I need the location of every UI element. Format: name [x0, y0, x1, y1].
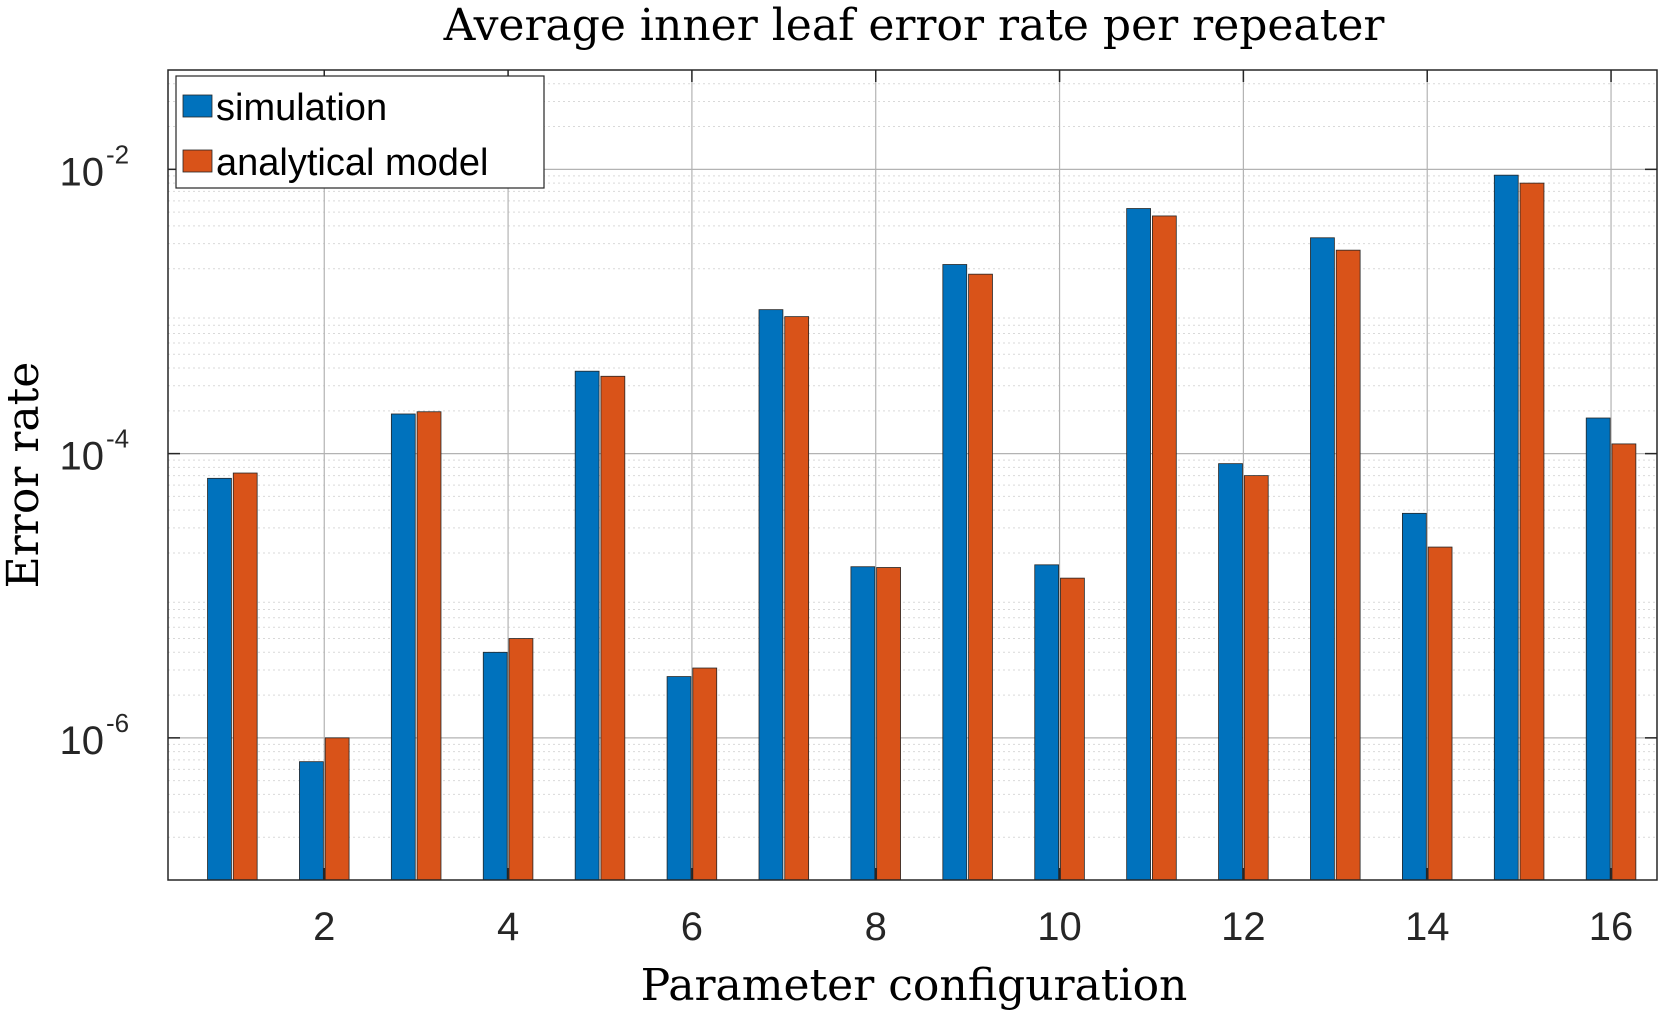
- bar-analytical-model-1: [232, 472, 258, 881]
- bar-analytical-model-9: [968, 273, 993, 881]
- y-tick-label-base: 10: [60, 435, 105, 479]
- bar-simulation-4: [482, 651, 508, 881]
- x-ticks: 2 4 6 8 10 12 14 16: [313, 70, 1633, 949]
- bar-simulation-9: [942, 264, 968, 881]
- bar-simulation-6: [666, 676, 692, 881]
- y-axis-label: Error rate: [0, 362, 49, 589]
- bar-analytical-model-2: [324, 737, 350, 881]
- x-axis-label: Parameter configuration: [641, 960, 1188, 1011]
- bar-analytical-model-8: [876, 567, 901, 881]
- y-tick-label-exponent: -2: [106, 139, 129, 169]
- bar-analytical-model-10: [1060, 577, 1085, 881]
- bar-simulation-7: [758, 309, 784, 881]
- bar-simulation-5: [574, 370, 600, 881]
- x-tick-label: 10: [1037, 905, 1082, 949]
- y-ticks: 10-610-410-2: [60, 139, 1657, 763]
- bar-simulation-8: [850, 566, 876, 881]
- bar-analytical-model-7: [784, 316, 810, 881]
- axes-box: [167, 69, 1658, 881]
- bar-simulation-15: [1493, 174, 1519, 881]
- legend-box: [175, 75, 545, 189]
- bar-simulation-11: [1126, 208, 1151, 881]
- bar-analytical-model-14: [1427, 546, 1453, 881]
- y-tick-label-exponent: -6: [106, 708, 129, 738]
- bar-analytical-model-4: [508, 638, 534, 881]
- bar-analytical-model-12: [1243, 475, 1269, 881]
- x-tick-label: 12: [1221, 905, 1266, 949]
- legend-swatch-analytical-model: [182, 149, 213, 173]
- y-tick-label-base: 10: [60, 719, 105, 763]
- bar-simulation-2: [299, 761, 324, 881]
- bar-simulation-14: [1401, 512, 1427, 881]
- x-tick-label: 14: [1405, 905, 1450, 949]
- bar-simulation-13: [1310, 237, 1335, 881]
- y-tick-label-exponent: -4: [106, 424, 129, 454]
- x-tick-label: 8: [865, 905, 887, 949]
- y-tick-label-base: 10: [60, 150, 105, 194]
- bars: [207, 174, 1637, 881]
- bar-simulation-12: [1218, 463, 1243, 881]
- legend-label-simulation: simulation: [216, 87, 387, 129]
- bar-analytical-model-5: [600, 375, 626, 881]
- legend-swatch-simulation: [182, 94, 213, 118]
- bar-analytical-model-15: [1519, 182, 1545, 881]
- chart-title: Average inner leaf error rate per repeat…: [443, 0, 1386, 51]
- bar-analytical-model-16: [1611, 443, 1637, 881]
- bar-analytical-model-6: [692, 667, 718, 881]
- x-tick-label: 4: [497, 905, 519, 949]
- legend-label-analytical-model: analytical model: [216, 142, 488, 184]
- bar-simulation-16: [1585, 417, 1611, 881]
- bar-simulation-3: [390, 413, 416, 881]
- bar-simulation-1: [207, 477, 232, 881]
- bar-simulation-10: [1034, 564, 1060, 881]
- bar-analytical-model-3: [416, 411, 442, 881]
- x-tick-label: 16: [1589, 905, 1634, 949]
- legend: simulation analytical model: [175, 75, 545, 189]
- bar-analytical-model-13: [1335, 249, 1361, 881]
- bar-analytical-model-11: [1151, 215, 1177, 881]
- x-tick-label: 2: [313, 905, 335, 949]
- x-tick-label: 6: [681, 905, 703, 949]
